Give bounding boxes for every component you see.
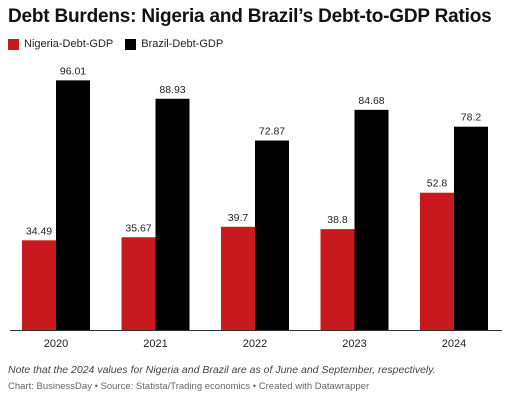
x-tick-label-2022: 2022 bbox=[243, 338, 267, 350]
bar-brazil-2021 bbox=[155, 98, 190, 330]
chart-credit: Chart: BusinessDay • Source: Statista/Tr… bbox=[8, 381, 370, 392]
data-label-brazil-2020: 96.01 bbox=[60, 65, 86, 77]
data-label-brazil-2022: 72.87 bbox=[259, 126, 285, 138]
bar-chart: 34.49 96.01 2020 35.67 88.93 2021 39.7 72.87 202… bbox=[10, 65, 502, 350]
data-label-nigeria-2021: 35.67 bbox=[125, 222, 151, 234]
legend-swatch-brazil bbox=[125, 38, 137, 50]
bar-brazil-2024 bbox=[454, 126, 488, 331]
data-label-nigeria-2023: 38.8 bbox=[327, 214, 348, 226]
x-tick-label-2023: 2023 bbox=[342, 338, 366, 350]
chart-title: Debt Burdens: Nigeria and Brazil’s Debt-… bbox=[8, 6, 492, 27]
bar-brazil-2023 bbox=[354, 109, 389, 330]
data-label-brazil-2021: 88.93 bbox=[159, 84, 185, 96]
bar-nigeria-2020 bbox=[22, 240, 56, 330]
x-tick-label-2020: 2020 bbox=[44, 338, 68, 350]
x-tick-label-2024: 2024 bbox=[442, 338, 466, 350]
chart-note: Note that the 2024 values for Nigeria an… bbox=[8, 364, 436, 376]
legend-label-nigeria: Nigeria-Debt-GDP bbox=[24, 38, 114, 50]
data-label-nigeria-2024: 52.8 bbox=[427, 178, 448, 190]
bar-nigeria-2022 bbox=[221, 226, 255, 330]
bar-brazil-2022 bbox=[255, 140, 289, 330]
legend-label-brazil: Brazil-Debt-GDP bbox=[141, 38, 224, 50]
bar-brazil-2020 bbox=[56, 80, 90, 331]
bar-nigeria-2021 bbox=[121, 237, 156, 330]
x-tick-label-2021: 2021 bbox=[143, 338, 167, 350]
bar-nigeria-2024 bbox=[420, 192, 454, 330]
legend-item-brazil: Brazil-Debt-GDP bbox=[125, 38, 223, 50]
data-label-brazil-2023: 84.68 bbox=[358, 95, 384, 107]
bar-nigeria-2023 bbox=[320, 229, 355, 330]
data-label-nigeria-2022: 39.7 bbox=[228, 212, 249, 224]
legend-item-nigeria: Nigeria-Debt-GDP bbox=[8, 38, 113, 50]
data-label-brazil-2024: 78.2 bbox=[461, 112, 482, 124]
data-label-nigeria-2020: 34.49 bbox=[26, 225, 52, 237]
legend-swatch-nigeria bbox=[8, 38, 19, 50]
legend: Nigeria-Debt-GDP Brazil-Debt-GDP bbox=[8, 38, 235, 50]
